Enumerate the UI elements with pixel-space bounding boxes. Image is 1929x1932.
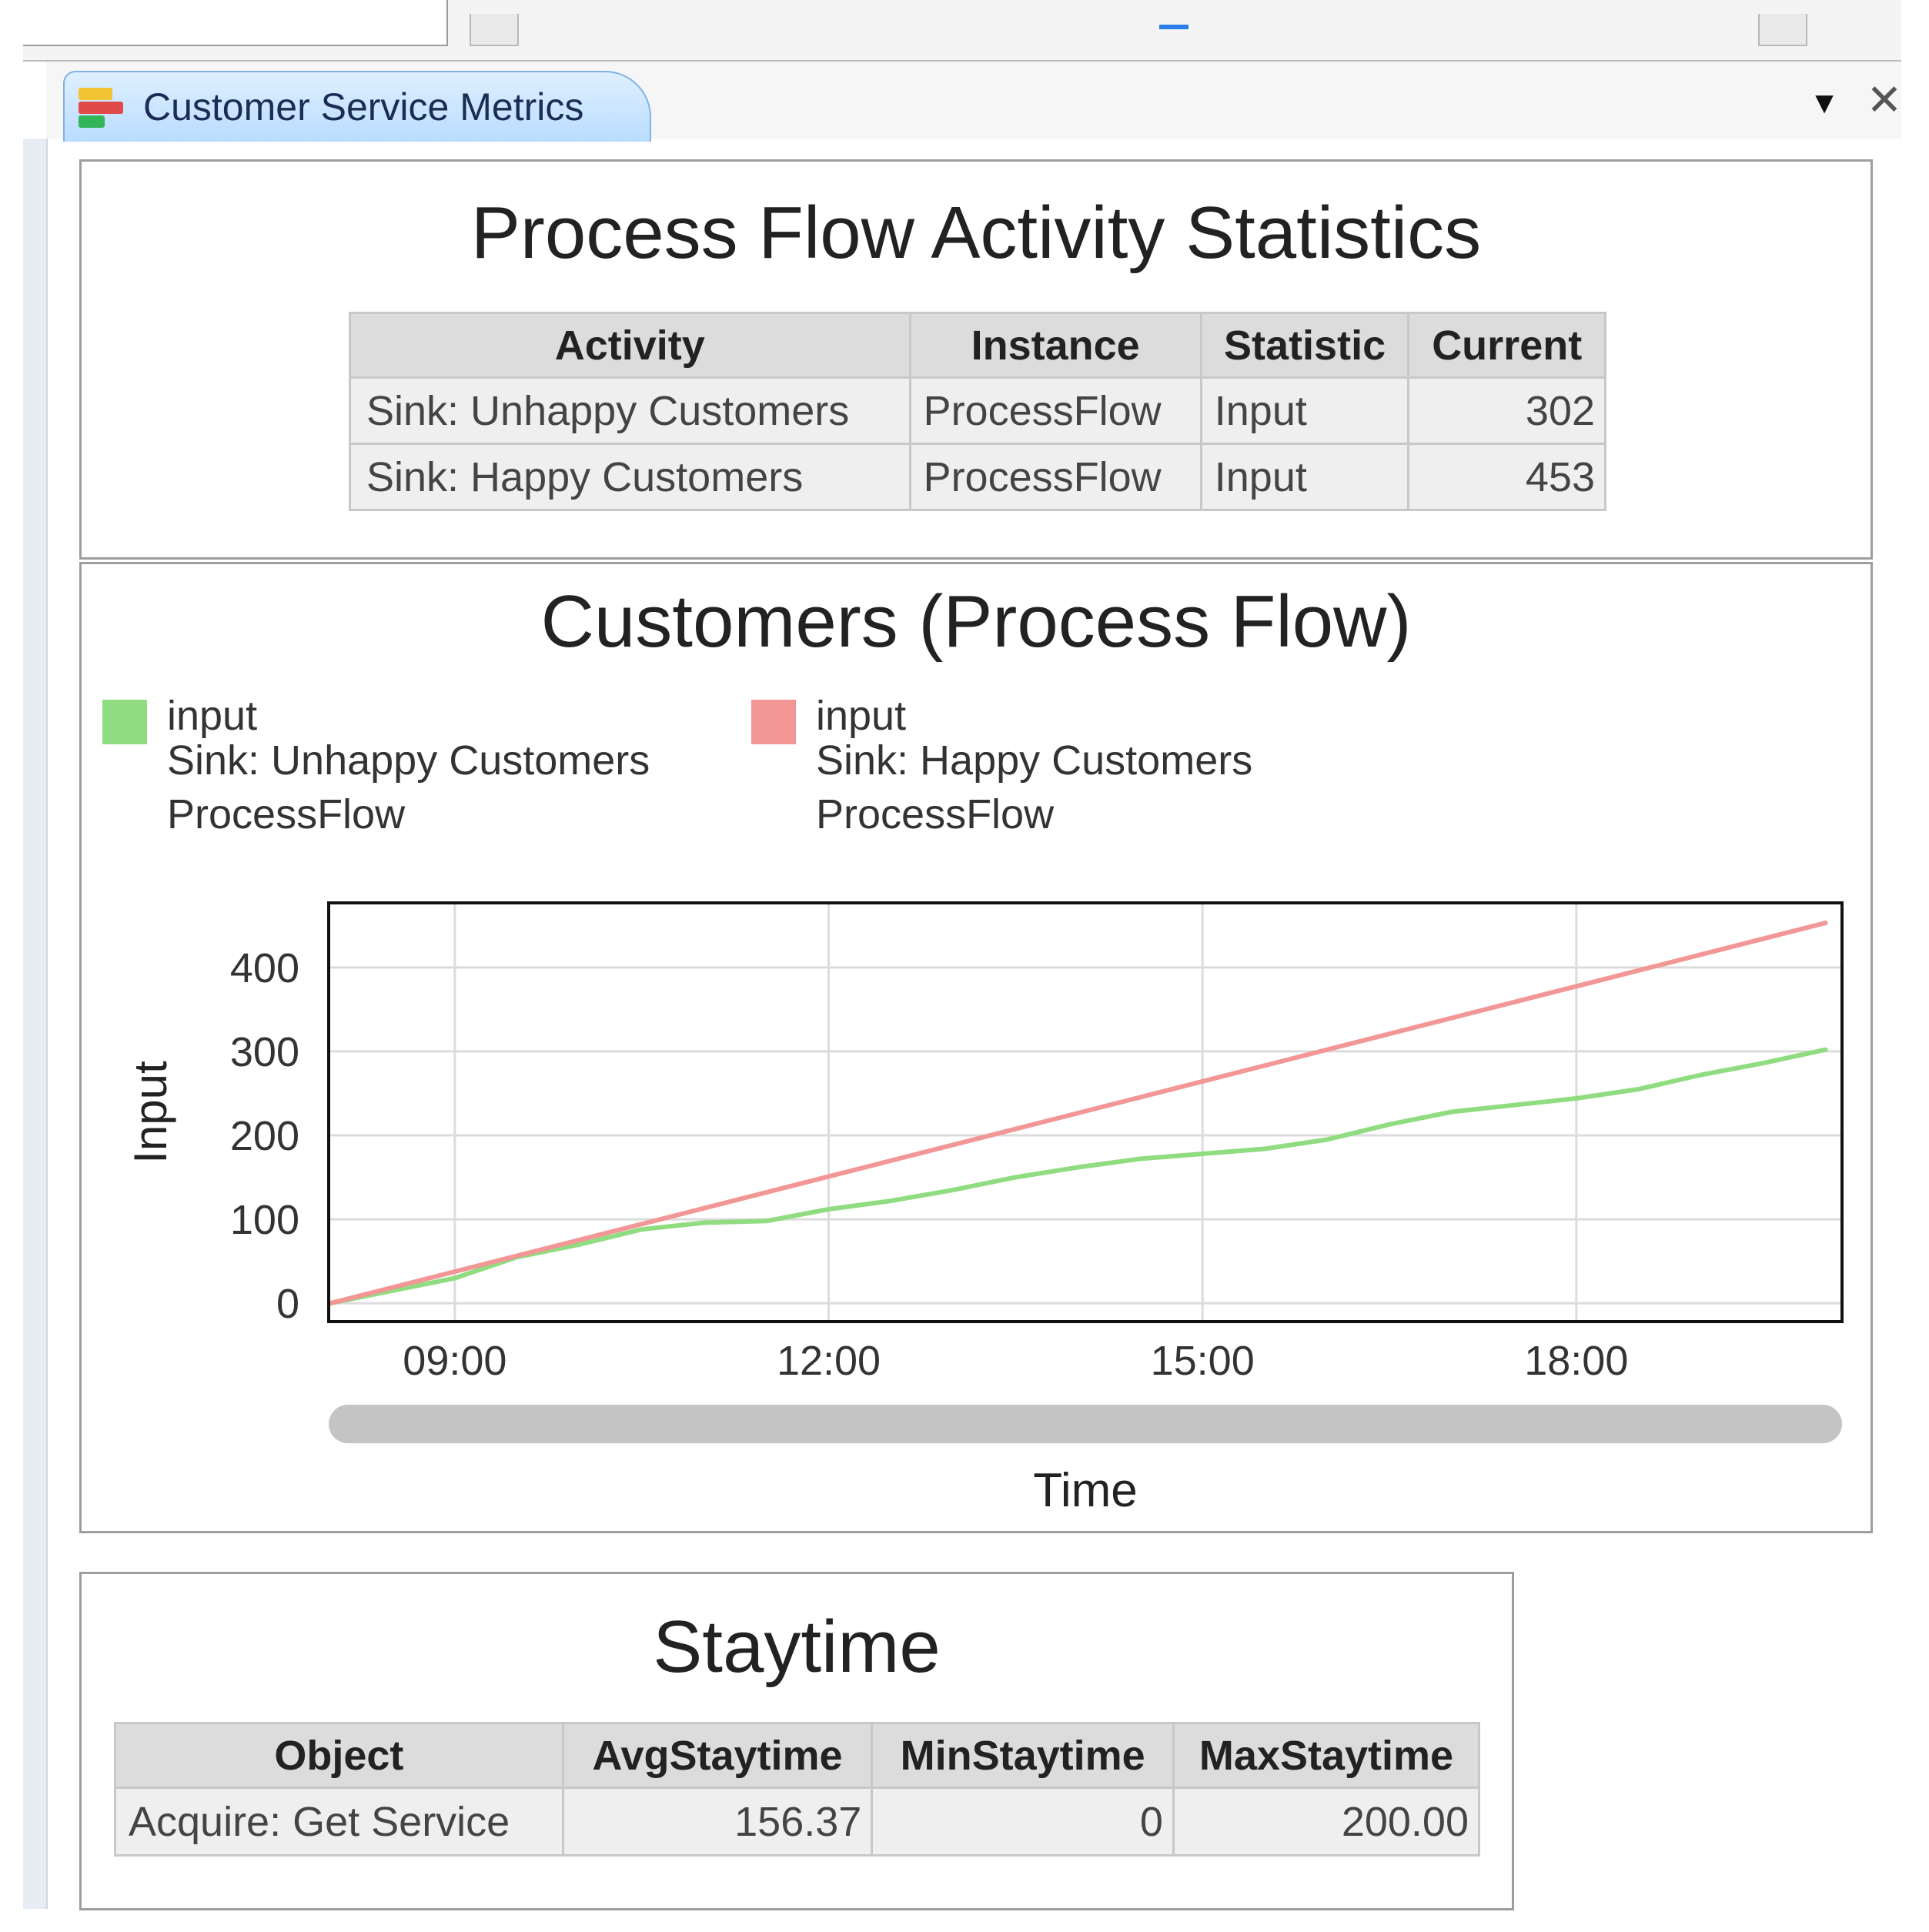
toolbar-field[interactable] bbox=[23, 0, 448, 46]
tab-title: Customer Service Metrics bbox=[143, 85, 584, 129]
cell-statistic: Input bbox=[1199, 376, 1410, 445]
column-header-min-staytime[interactable]: MinStaytime bbox=[871, 1722, 1175, 1789]
table-row: Sink: Unhappy Customers ProcessFlow Inpu… bbox=[349, 376, 1606, 445]
staytime-title: Staytime bbox=[653, 1606, 941, 1688]
y-axis-title: Input bbox=[125, 1061, 176, 1164]
plot-frame bbox=[327, 901, 1844, 1323]
toolbar-button-left[interactable] bbox=[470, 14, 519, 46]
column-header-object[interactable]: Object bbox=[114, 1722, 564, 1789]
activity-stats-panel: Process Flow Activity Statistics Activit… bbox=[79, 159, 1873, 560]
column-header-instance[interactable]: Instance bbox=[908, 312, 1202, 379]
cell-current: 302 bbox=[1407, 376, 1606, 445]
series-line-unhappy bbox=[328, 1047, 1828, 1306]
legend-label-line3: ProcessFlow bbox=[167, 791, 406, 837]
cell-instance: ProcessFlow bbox=[908, 443, 1202, 511]
column-header-statistic[interactable]: Statistic bbox=[1199, 312, 1410, 379]
cell-current: 453 bbox=[1407, 443, 1606, 511]
y-tick-label: 0 bbox=[276, 1281, 299, 1327]
legend-label-line1: input bbox=[816, 693, 907, 739]
cell-statistic: Input bbox=[1199, 443, 1410, 511]
cell-avg-staytime: 156.37 bbox=[561, 1787, 874, 1857]
legend-label-line2: Sink: Happy Customers bbox=[816, 737, 1253, 784]
y-tick-label: 100 bbox=[230, 1197, 299, 1243]
cell-min-staytime: 0 bbox=[871, 1787, 1175, 1857]
chart-title: Customers (Process Flow) bbox=[540, 580, 1412, 663]
y-tick-label: 400 bbox=[230, 945, 299, 991]
cell-activity: Sink: Unhappy Customers bbox=[349, 376, 911, 445]
tab-customer-service-metrics[interactable]: Customer Service Metrics bbox=[63, 71, 651, 142]
legend-label-line2: Sink: Unhappy Customers bbox=[167, 737, 650, 784]
staytime-panel: Staytime Object AvgStaytime MinStaytime … bbox=[79, 1572, 1514, 1910]
tab-menu-icon[interactable]: ▼ bbox=[1809, 86, 1840, 120]
column-header-max-staytime[interactable]: MaxStaytime bbox=[1172, 1722, 1481, 1789]
x-tick-label: 12:00 bbox=[777, 1338, 881, 1384]
staytime-table: Object AvgStaytime MinStaytime MaxStayti… bbox=[114, 1722, 1481, 1857]
cell-max-staytime: 200.00 bbox=[1172, 1787, 1481, 1857]
legend-label-line1: input bbox=[167, 693, 258, 739]
x-tick-label: 18:00 bbox=[1524, 1338, 1628, 1384]
table-row: Sink: Happy Customers ProcessFlow Input … bbox=[349, 443, 1606, 511]
cell-object: Acquire: Get Service bbox=[114, 1787, 564, 1857]
x-axis-title: Time bbox=[1033, 1464, 1138, 1517]
x-tick-label: 09:00 bbox=[403, 1338, 506, 1384]
column-header-current[interactable]: Current bbox=[1407, 312, 1606, 379]
time-range-scrollbar[interactable] bbox=[329, 1405, 1842, 1443]
series-line-happy bbox=[328, 921, 1828, 1306]
dashboard-icon bbox=[79, 85, 123, 129]
customers-chart-panel: Customers (Process Flow) input Sink: Unh… bbox=[79, 562, 1873, 1533]
toolbar-button-right[interactable] bbox=[1758, 14, 1807, 46]
x-tick-label: 15:00 bbox=[1151, 1338, 1255, 1384]
customers-line-chart: 09:00 12:00 15:00 18:00 0 100 200 300 400 Input bbox=[125, 901, 1844, 1384]
left-side-strip bbox=[23, 139, 48, 1909]
table-row: Acquire: Get Service 156.37 0 200.00 bbox=[114, 1787, 1481, 1857]
legend-swatch-happy bbox=[751, 700, 796, 744]
legend-swatch-unhappy bbox=[102, 700, 147, 744]
y-tick-label: 200 bbox=[230, 1113, 299, 1159]
y-tick-label: 300 bbox=[230, 1029, 299, 1075]
activity-stats-table: Activity Instance Statistic Current Sink… bbox=[349, 312, 1606, 511]
legend-label-line3: ProcessFlow bbox=[816, 791, 1055, 837]
column-header-activity[interactable]: Activity bbox=[349, 312, 911, 379]
activity-stats-title: Process Flow Activity Statistics bbox=[470, 192, 1482, 274]
toolbar-active-marker bbox=[1159, 25, 1188, 29]
close-icon[interactable]: ✕ bbox=[1866, 75, 1903, 124]
column-header-avg-staytime[interactable]: AvgStaytime bbox=[561, 1722, 874, 1789]
cell-instance: ProcessFlow bbox=[908, 376, 1202, 445]
cell-activity: Sink: Happy Customers bbox=[349, 443, 911, 511]
